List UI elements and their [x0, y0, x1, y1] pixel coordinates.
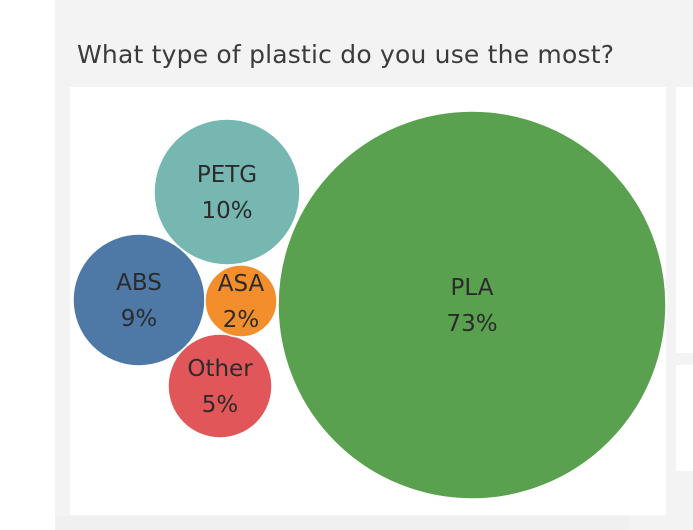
- bubble-other: [167, 333, 273, 439]
- bubble-value-asa: 2%: [223, 307, 260, 333]
- bubble-pla: [277, 110, 667, 500]
- bubble-asa: [204, 264, 278, 338]
- bubble-value-other: 5%: [202, 392, 239, 418]
- bubble-value-petg: 10%: [201, 198, 252, 224]
- bubble-value-pla: 73%: [446, 311, 497, 337]
- bubble-abs: [72, 233, 206, 367]
- bubble-label-pla: PLA: [451, 275, 494, 301]
- bubble-petg: [153, 118, 301, 266]
- panel-bottom-strip: [55, 516, 630, 530]
- side-card-bottom: [676, 365, 693, 471]
- bubble-label-asa: ASA: [218, 271, 265, 297]
- bubble-label-other: Other: [187, 356, 253, 382]
- bubble-label-abs: ABS: [116, 270, 162, 296]
- chart-title: What type of plastic do you use the most…: [77, 40, 615, 69]
- bubble-label-petg: PETG: [197, 162, 257, 188]
- bubble-value-abs: 9%: [121, 306, 158, 332]
- bubble-group: PLA 73% PETG 10% ABS 9% Other 5% ASA 2%: [72, 110, 667, 500]
- side-card-top: [676, 87, 693, 353]
